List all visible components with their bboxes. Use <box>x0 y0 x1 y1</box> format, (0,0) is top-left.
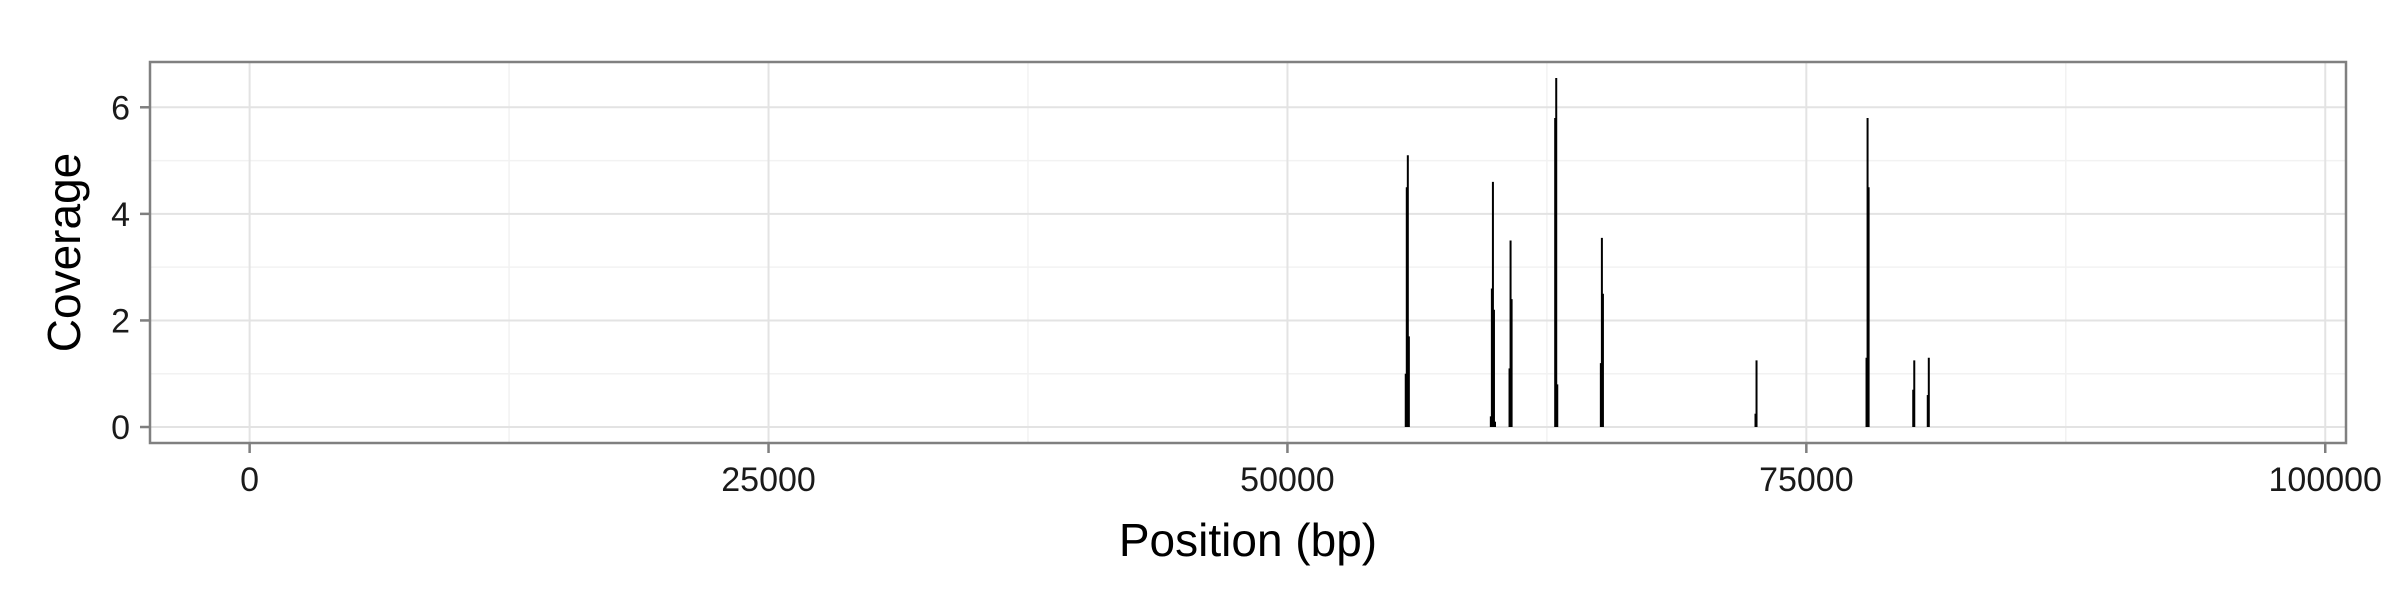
y-tick-label: 2 <box>111 302 130 340</box>
x-axis-title: Position (bp) <box>1119 514 1377 566</box>
x-tick-label: 25000 <box>721 461 816 499</box>
grid-lines <box>150 62 2346 443</box>
coverage-bars <box>1404 77 1930 428</box>
y-axis-title: Coverage <box>38 153 90 352</box>
x-tick-label: 0 <box>240 461 259 499</box>
tick-labels: 0 25000 50000 75000 100000 0 2 4 6 <box>111 89 2382 499</box>
x-tick-label: 100000 <box>2269 461 2382 499</box>
x-tick-label: 50000 <box>1240 461 1335 499</box>
x-tick-label: 75000 <box>1759 461 1854 499</box>
y-tick-label: 6 <box>111 89 130 127</box>
plot-panel-border <box>148 60 2348 445</box>
y-tick-label: 4 <box>111 196 130 234</box>
y-tick-label: 0 <box>111 409 130 447</box>
axis-ticks <box>140 106 2327 453</box>
